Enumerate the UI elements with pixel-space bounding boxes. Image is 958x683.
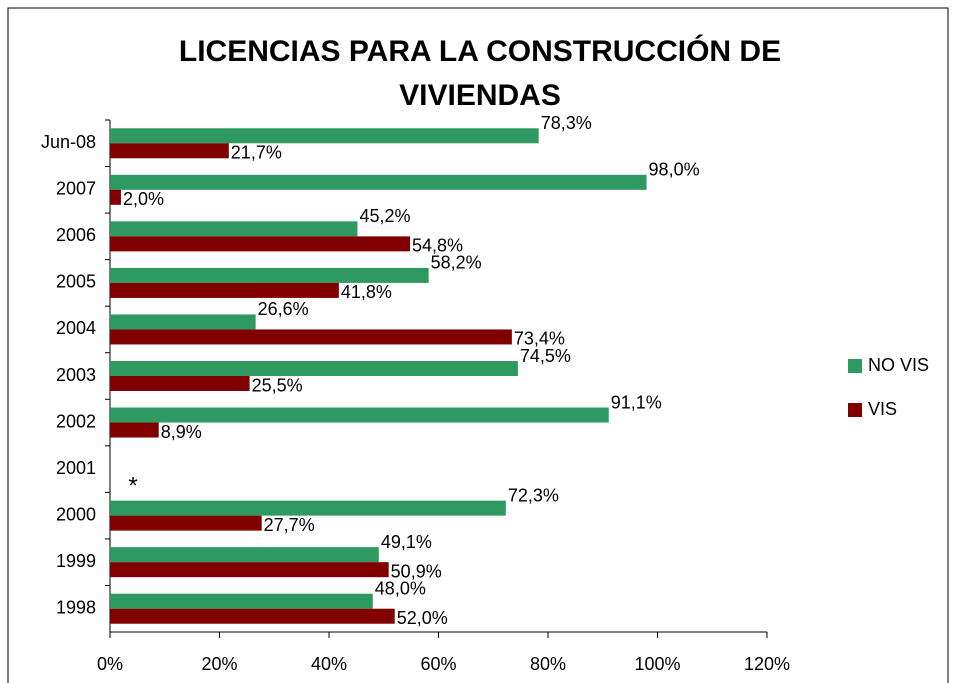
bar [110,562,389,578]
bar [110,174,647,190]
legend-swatch [848,403,862,417]
bar [110,376,250,391]
value-label: 45,2% [359,206,410,226]
y-tick-label: 2005 [56,272,96,292]
bar [110,282,339,298]
y-tick-label: 1998 [56,597,96,617]
value-label: 78,3% [541,113,592,133]
y-tick-label: 2001 [56,458,96,478]
legend-label: VIS [868,399,897,419]
value-label: 72,3% [508,485,559,505]
x-tick-label: 100% [634,654,680,674]
value-label: 54,8% [412,236,463,256]
bar [110,236,411,252]
value-label: 91,1% [611,392,662,412]
chart-title: LICENCIAS PARA LA CONSTRUCCIÓN DE VIVIEN… [178,35,782,112]
value-label: 21,7% [231,143,282,163]
x-tick-label: 60% [420,654,456,674]
x-tick-label: 20% [201,654,237,674]
y-tick-label: 2007 [56,179,96,199]
x-tick-label: 120% [744,654,790,674]
y-tick-label: 1999 [56,551,96,571]
value-label: 41,8% [341,282,392,302]
bar [110,221,358,237]
legend-label: NO VIS [868,355,929,375]
bar [110,128,539,144]
value-label: 8,9% [161,422,202,442]
x-tick-label: 80% [530,654,566,674]
bar [110,361,518,376]
bar [110,547,379,563]
chart-border [7,7,949,683]
bar [110,608,395,624]
bar [110,422,159,438]
value-label: 52,0% [397,608,448,628]
bar [110,593,373,609]
x-tick-label: 0% [97,654,123,674]
bar [110,189,121,205]
bar [110,143,229,159]
value-label: 26,6% [258,299,309,319]
bar [110,407,609,423]
y-tick-label: Jun-08 [41,132,96,152]
bar [110,329,512,345]
y-tick-label: 2003 [56,365,96,385]
y-tick-label: 2004 [56,318,96,338]
y-tick-label: 2002 [56,411,96,431]
value-label: 58,2% [431,253,482,273]
value-label: 2,0% [123,189,164,209]
value-label: 48,0% [375,578,426,598]
y-tick-label: 2000 [56,504,96,524]
bar [110,267,429,283]
legend-swatch [848,359,862,373]
value-label: 50,9% [391,561,442,581]
value-label: 73,4% [514,329,565,349]
x-tick-label: 40% [311,654,347,674]
bar [110,515,262,531]
value-label: 98,0% [649,160,700,180]
value-label: 74,5% [520,346,571,366]
bar [110,314,256,330]
annotation: * [128,472,137,499]
bar [110,500,506,516]
value-label: 49,1% [381,532,432,552]
value-label: 25,5% [252,375,303,395]
value-label: 27,7% [264,515,315,535]
y-tick-label: 2006 [56,225,96,245]
